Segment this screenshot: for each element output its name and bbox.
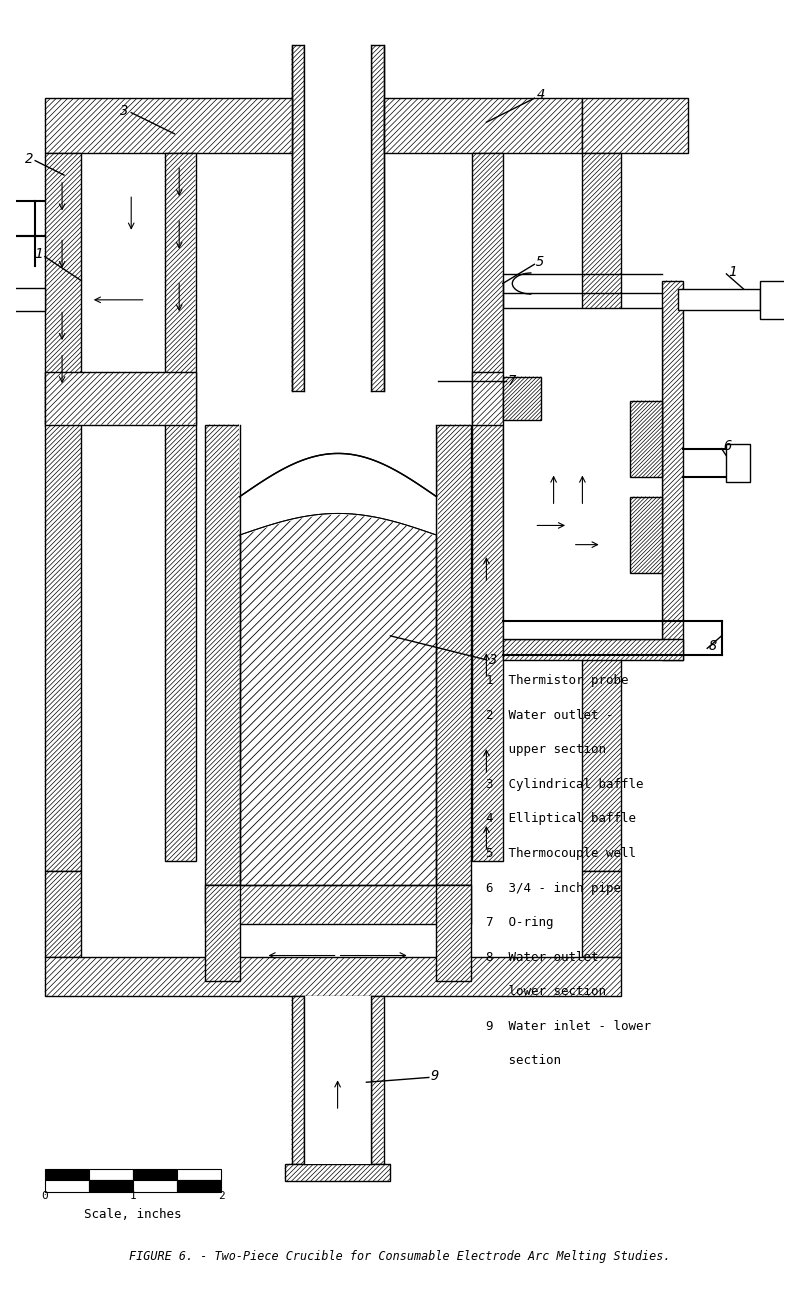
Bar [205, 886, 240, 981]
Bar [502, 377, 541, 420]
Bar [502, 307, 662, 639]
Bar [472, 154, 502, 862]
Text: Scale, inches: Scale, inches [84, 1208, 182, 1221]
Bar [45, 371, 195, 425]
Text: 0: 0 [42, 1190, 48, 1200]
Bar [384, 98, 582, 154]
Bar [437, 886, 471, 981]
Text: 4  Elliptical baffle: 4 Elliptical baffle [486, 812, 637, 825]
Text: 3: 3 [488, 653, 497, 666]
Bar [304, 996, 371, 1164]
Text: section: section [486, 1055, 562, 1068]
Bar [582, 154, 621, 871]
Text: 6  3/4 - inch pipe: 6 3/4 - inch pipe [486, 882, 622, 895]
Bar [630, 497, 662, 573]
Text: lower section: lower section [486, 985, 606, 998]
Bar [760, 281, 794, 319]
Bar [45, 98, 291, 154]
Bar [178, 1169, 222, 1181]
Bar [502, 639, 683, 660]
Text: FIGURE 6. - Two-Piece Crucible for Consumable Electrode Arc Melting Studies.: FIGURE 6. - Two-Piece Crucible for Consu… [130, 1250, 670, 1263]
Polygon shape [240, 425, 437, 497]
Bar [285, 1164, 390, 1181]
Bar [205, 425, 240, 886]
Text: 7  O-ring: 7 O-ring [486, 916, 554, 929]
Bar [45, 958, 621, 996]
Bar [133, 1169, 178, 1181]
Bar [630, 400, 662, 478]
Bar [662, 281, 683, 660]
Bar [133, 1181, 178, 1191]
Text: 2: 2 [25, 152, 34, 165]
Text: 8: 8 [709, 639, 718, 653]
Bar [89, 1169, 133, 1181]
Bar [0, 289, 45, 311]
Bar [582, 98, 688, 154]
Bar [45, 154, 82, 871]
Text: 2  Water outlet -: 2 Water outlet - [486, 708, 614, 722]
Text: 3: 3 [119, 104, 127, 118]
Bar [45, 1181, 89, 1191]
Text: 9  Water inlet - lower: 9 Water inlet - lower [486, 1019, 651, 1033]
Text: 5: 5 [536, 256, 545, 269]
Bar [45, 1169, 89, 1181]
Bar [437, 425, 471, 886]
Bar [472, 371, 621, 425]
Text: 1: 1 [34, 247, 43, 261]
Bar [178, 1181, 222, 1191]
Bar [45, 871, 82, 958]
Text: 7: 7 [507, 374, 516, 388]
Bar [291, 996, 304, 1164]
Text: 4: 4 [538, 88, 546, 102]
Bar [291, 46, 304, 391]
Bar [371, 46, 384, 391]
Text: 8  Water outlet -: 8 Water outlet - [486, 951, 614, 964]
Bar [89, 1181, 133, 1191]
Text: 2: 2 [218, 1190, 225, 1200]
Text: 1: 1 [728, 265, 737, 279]
Bar [582, 871, 621, 958]
Text: 5  Thermocouple well: 5 Thermocouple well [486, 848, 637, 861]
Text: 3  Cylindrical baffle: 3 Cylindrical baffle [486, 778, 644, 791]
Text: 1  Thermistor probe: 1 Thermistor probe [486, 674, 629, 687]
Bar [678, 289, 760, 311]
Text: 6: 6 [723, 438, 732, 453]
Bar [371, 996, 384, 1164]
Bar [165, 154, 195, 862]
Text: 9: 9 [430, 1068, 439, 1082]
Bar [205, 886, 471, 924]
Bar [304, 46, 371, 391]
Bar [726, 443, 750, 483]
Text: 1: 1 [130, 1190, 137, 1200]
Text: upper section: upper section [486, 744, 606, 756]
